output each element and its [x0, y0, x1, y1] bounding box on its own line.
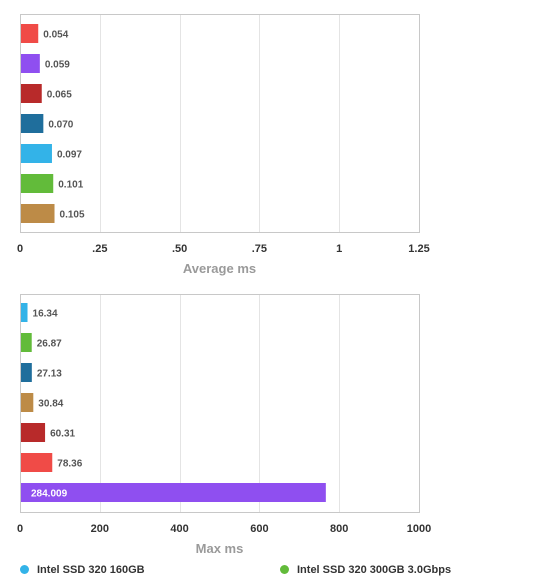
chart-1: 0 .25 .50 .75 1 1.25 Average ms 0.054 0.059 0.065… [17, 14, 430, 276]
bar-value-label: 0.059 [45, 60, 70, 71]
x-tick-label: 1.25 [408, 243, 429, 255]
plot-area [20, 294, 420, 513]
legend-item-intel-320-300gb: Intel SSD 320 300GB 3.0Gbps [280, 564, 451, 576]
x-tick-label: 1000 [407, 523, 431, 535]
bar [21, 24, 39, 43]
bar-value-label: 0.097 [57, 150, 82, 161]
bar [21, 144, 52, 163]
legend: Intel SSD 320 160GB Intel SSD 320 300GB … [0, 558, 560, 585]
legend-item-intel-320-160gb: Intel SSD 320 160GB [20, 564, 145, 576]
bar-value-label: 26.87 [37, 339, 62, 350]
x-axis-title: Average ms [183, 261, 256, 276]
x-tick-label: 600 [250, 523, 268, 535]
bar-value-label: 0.065 [47, 90, 72, 101]
bar [21, 114, 44, 133]
x-tick-label: .50 [172, 243, 187, 255]
bar-value-label: 60.31 [50, 429, 75, 440]
bar [21, 84, 42, 103]
x-tick-label: 1 [336, 243, 342, 255]
bar [21, 363, 32, 382]
bar-value-label: 0.101 [58, 180, 83, 191]
bar-value-label: 0.070 [48, 120, 73, 131]
bar-value-label: 0.054 [43, 30, 68, 41]
x-tick-label: 200 [91, 523, 109, 535]
x-tick-label: .25 [92, 243, 107, 255]
bar [21, 204, 55, 223]
legend-label: Intel SSD 320 300GB 3.0Gbps [297, 564, 452, 576]
bar [21, 333, 32, 352]
bar-value-label: 16.34 [33, 309, 58, 320]
x-tick-label: 0 [17, 523, 23, 535]
legend-swatch [280, 565, 289, 574]
bar-value-label: 0.105 [60, 210, 85, 221]
bar [21, 423, 46, 442]
legend-swatch [20, 565, 29, 574]
bar-value-label: 30.84 [38, 399, 63, 410]
legend-label: Intel SSD 320 160GB [37, 564, 145, 576]
x-tick-label: 800 [330, 523, 348, 535]
x-tick-label: .75 [252, 243, 267, 255]
plot-area [20, 14, 420, 233]
chart-2: 0 200 400 600 800 1000 Max ms 16.34 26.87 27.13 30… [17, 294, 431, 556]
x-tick-label: 0 [17, 243, 23, 255]
bar-value-label: 284.009 [31, 489, 68, 500]
bar [21, 483, 326, 502]
bar [21, 54, 40, 73]
bar [21, 453, 53, 472]
bar [21, 303, 28, 322]
x-tick-label: 400 [170, 523, 188, 535]
bar [21, 174, 54, 193]
bar [21, 393, 34, 412]
bar-value-label: 78.36 [57, 459, 82, 470]
bar-value-label: 27.13 [37, 369, 62, 380]
x-axis-title: Max ms [196, 541, 244, 556]
